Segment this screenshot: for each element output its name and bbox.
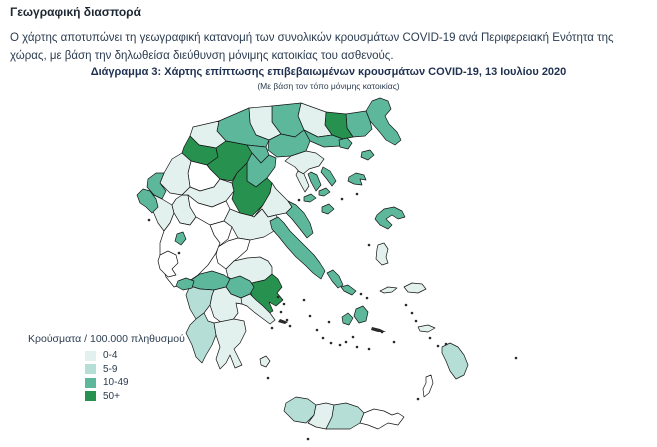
small-island bbox=[416, 397, 420, 401]
region-sporades bbox=[318, 187, 331, 197]
small-island bbox=[297, 198, 301, 202]
region-thasos bbox=[338, 137, 353, 150]
legend-title: Κρούσματα / 100.000 πληθυσμού bbox=[28, 333, 185, 345]
small-island bbox=[367, 347, 371, 351]
small-island bbox=[428, 336, 432, 340]
region-irakleio bbox=[325, 402, 365, 430]
region-evros bbox=[365, 97, 402, 146]
section-heading: Γεωγραφική διασπορά bbox=[10, 5, 141, 19]
small-island bbox=[285, 318, 289, 322]
small-island bbox=[380, 330, 384, 334]
small-island bbox=[321, 336, 325, 340]
greece-map-svg bbox=[136, 97, 518, 441]
region-lefkada bbox=[174, 231, 187, 246]
region-karpathos bbox=[422, 374, 434, 398]
region-agion_oros bbox=[307, 171, 322, 192]
region-sporades bbox=[303, 193, 317, 203]
small-island bbox=[410, 311, 414, 315]
region-lakonia bbox=[213, 318, 247, 370]
region-chalkidiki bbox=[284, 150, 325, 176]
small-island bbox=[278, 319, 288, 324]
small-island bbox=[279, 310, 283, 314]
small-island bbox=[270, 326, 274, 330]
small-island bbox=[344, 340, 348, 344]
small-island bbox=[315, 328, 319, 332]
small-island bbox=[404, 303, 408, 307]
small-island bbox=[329, 341, 333, 345]
small-island bbox=[392, 340, 396, 344]
small-island bbox=[444, 342, 448, 346]
region-chalkidiki bbox=[295, 170, 310, 193]
legend-label-10-49: 10-49 bbox=[103, 377, 129, 388]
small-island bbox=[276, 295, 280, 299]
legend-item-10-49: 10-49 bbox=[85, 377, 185, 388]
small-island bbox=[371, 327, 386, 332]
small-island bbox=[302, 298, 306, 302]
region-kythira bbox=[259, 355, 271, 368]
greece-choropleth-map bbox=[120, 95, 570, 447]
legend-swatch-0-4 bbox=[85, 350, 96, 361]
legend-label-0-4: 0-4 bbox=[103, 350, 118, 361]
legend-swatch-50+ bbox=[85, 391, 96, 401]
legend-swatch-10-49 bbox=[85, 377, 96, 388]
region-lesvos bbox=[374, 206, 406, 230]
small-island bbox=[327, 320, 331, 324]
small-island bbox=[177, 251, 181, 255]
small-island bbox=[514, 356, 518, 360]
region-samothraki bbox=[360, 149, 375, 161]
small-island bbox=[365, 296, 369, 300]
region-agion_oros bbox=[320, 166, 337, 187]
small-island bbox=[355, 345, 359, 349]
small-island bbox=[359, 292, 363, 296]
small-island bbox=[282, 302, 286, 306]
legend-items: 0-4 5-9 10-49 50+ bbox=[28, 350, 185, 402]
region-kos bbox=[417, 324, 436, 333]
map-legend: Κρούσματα / 100.000 πληθυσμού 0-4 5-9 10-4… bbox=[28, 333, 185, 404]
region-andros bbox=[326, 269, 344, 289]
region-thesprotia bbox=[146, 172, 167, 200]
legend-label-50+: 50+ bbox=[103, 390, 120, 402]
small-island bbox=[338, 343, 342, 347]
region-fokida bbox=[215, 237, 251, 270]
legend-item-50+: 50+ bbox=[85, 391, 185, 402]
region-rodos bbox=[441, 342, 469, 380]
region-paros bbox=[341, 312, 354, 326]
region-thessaloniki bbox=[267, 129, 311, 158]
region-samos bbox=[403, 282, 427, 294]
region-lasithi bbox=[359, 408, 405, 430]
region-ioannina bbox=[159, 152, 192, 196]
small-island bbox=[266, 376, 270, 380]
region-zakynthos bbox=[175, 277, 195, 291]
small-island bbox=[308, 314, 312, 318]
legend-item-0-4: 0-4 bbox=[85, 350, 185, 361]
region-pilio bbox=[285, 200, 314, 239]
region-naxos bbox=[353, 305, 369, 324]
region-limnos bbox=[347, 172, 367, 186]
small-island bbox=[147, 218, 151, 222]
small-island bbox=[340, 197, 344, 201]
small-island bbox=[351, 335, 355, 339]
region-tinos bbox=[340, 284, 357, 296]
region-kefallinia bbox=[157, 250, 179, 278]
legend-label-5-9: 5-9 bbox=[103, 363, 118, 375]
region-evia bbox=[269, 216, 326, 280]
region-ikaria bbox=[379, 286, 398, 294]
small-island bbox=[306, 437, 310, 441]
region-messinia bbox=[185, 312, 217, 364]
region-skyros bbox=[321, 203, 335, 215]
region-chios bbox=[375, 242, 389, 266]
figure-subtitle: (Με βάση τον τόπο μόνιμης κατοικίας) bbox=[257, 81, 400, 91]
region-kerkyra bbox=[136, 188, 159, 214]
legend-swatch-5-9 bbox=[85, 364, 96, 374]
small-island bbox=[414, 319, 418, 323]
small-island bbox=[355, 192, 359, 196]
small-island bbox=[288, 324, 292, 328]
small-island bbox=[436, 344, 440, 348]
intro-paragraph: Ο χάρτης αποτυπώνει τη γεωγραφική κατανο… bbox=[10, 32, 614, 62]
figure-title: Διάγραμμα 3: Χάρτης επίπτωσης επιβεβαιωμ… bbox=[90, 66, 567, 78]
region-ilia bbox=[185, 285, 215, 320]
legend-item-5-9: 5-9 bbox=[85, 364, 185, 375]
small-island bbox=[367, 243, 371, 247]
